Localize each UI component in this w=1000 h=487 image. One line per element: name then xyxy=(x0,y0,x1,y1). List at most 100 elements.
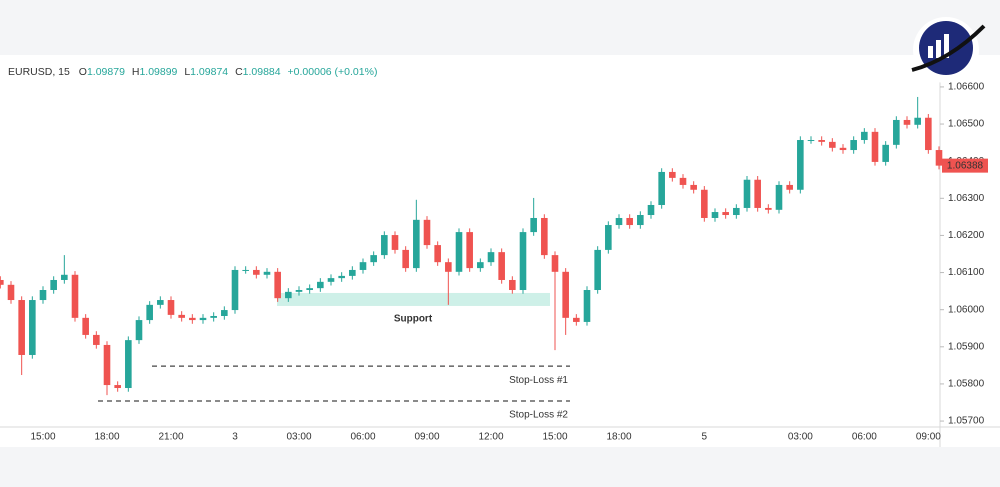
candle-body xyxy=(541,217,548,256)
candle-body xyxy=(466,232,473,269)
candle-body xyxy=(530,217,537,233)
candle-body xyxy=(733,207,740,216)
candle-body xyxy=(114,385,121,389)
y-tick-label: 1.05700 xyxy=(948,416,985,427)
x-tick-label: 3 xyxy=(232,432,238,443)
candle-body xyxy=(221,310,228,316)
legend-value: 1.09899 xyxy=(139,66,177,78)
y-tick-label: 1.06000 xyxy=(948,304,985,315)
candle-body xyxy=(359,262,367,270)
support-zone xyxy=(277,292,550,306)
candle-body xyxy=(178,314,185,318)
candle-body xyxy=(199,317,207,321)
candle-body xyxy=(455,232,463,272)
x-tick-label: 21:00 xyxy=(158,432,183,443)
last-price-label: 1.06388 xyxy=(947,160,984,171)
candle-body xyxy=(146,304,153,321)
candle-body xyxy=(39,290,47,301)
candle-body xyxy=(658,171,665,205)
x-tick-label: 03:00 xyxy=(286,432,311,443)
candle-body xyxy=(285,291,292,299)
logo-arrow xyxy=(911,24,986,72)
y-tick-label: 1.06300 xyxy=(948,193,985,204)
x-tick-label: 09:00 xyxy=(916,432,941,443)
candle-body xyxy=(861,131,868,141)
candle-body xyxy=(0,279,4,285)
candle-body xyxy=(690,184,697,190)
candle-body xyxy=(413,219,420,269)
candle-body xyxy=(231,269,239,311)
legend-label: H xyxy=(132,66,140,78)
last-price-tag xyxy=(942,158,988,173)
candle-body xyxy=(669,171,676,178)
candle-body xyxy=(573,317,580,322)
candle-body xyxy=(925,117,932,151)
candle-body xyxy=(637,215,644,226)
y-tick-label: 1.06200 xyxy=(948,230,985,241)
candle-body xyxy=(626,217,633,226)
candle-body xyxy=(583,290,591,322)
chart-panel xyxy=(0,55,1000,447)
candle-body xyxy=(157,300,164,305)
candle-body xyxy=(807,140,815,142)
candle-body xyxy=(743,179,751,208)
candle-body xyxy=(935,150,943,166)
change: +0.00006 (+0.01%) xyxy=(288,66,378,78)
candle-body xyxy=(253,269,260,275)
candle-body xyxy=(402,249,409,269)
candle-body xyxy=(871,131,879,162)
candle-body xyxy=(18,300,25,355)
x-tick-label: 18:00 xyxy=(94,432,119,443)
candle-body xyxy=(893,119,900,145)
legend-label: C xyxy=(235,66,243,78)
candle-body xyxy=(7,284,15,301)
candle-body xyxy=(594,249,601,291)
candle-body xyxy=(722,212,729,216)
y-tick-label: 1.05900 xyxy=(948,341,985,352)
y-tick-label: 1.06500 xyxy=(948,119,985,130)
stop-loss-label: Stop-Loss #2 xyxy=(509,410,568,421)
candle-body xyxy=(797,140,804,190)
candle-body xyxy=(647,204,655,216)
candle-body xyxy=(903,119,911,125)
x-tick-label: 09:00 xyxy=(414,432,439,443)
candle-body xyxy=(135,320,143,341)
candle-body xyxy=(295,290,303,292)
logo-bar xyxy=(944,34,949,58)
y-tick-label: 1.06100 xyxy=(948,267,985,278)
candle-body xyxy=(786,184,793,190)
candle-body xyxy=(338,275,345,279)
x-tick-label: 5 xyxy=(702,432,708,443)
candle-body xyxy=(477,262,484,269)
candle-body xyxy=(711,212,719,218)
candle-body xyxy=(93,334,100,345)
x-tick-label: 12:00 xyxy=(478,432,503,443)
candle-body xyxy=(61,274,68,280)
candle-body xyxy=(189,317,196,321)
x-tick-label: 18:00 xyxy=(606,432,631,443)
support-label: Support xyxy=(394,314,433,325)
candle-body xyxy=(317,281,324,289)
candle-body xyxy=(509,279,516,291)
candle-body xyxy=(82,317,89,335)
candle-body xyxy=(306,288,313,291)
candle-body xyxy=(167,300,175,315)
candle-body xyxy=(775,184,783,210)
candle-body xyxy=(754,179,761,208)
legend-value: 1.09884 xyxy=(243,66,281,78)
candle-body xyxy=(551,255,559,272)
logo-bar xyxy=(936,40,941,58)
candle-body xyxy=(914,117,921,125)
candle-body xyxy=(519,232,527,291)
x-tick-label: 15:00 xyxy=(30,432,55,443)
candle-body xyxy=(263,271,271,275)
y-tick-label: 1.06600 xyxy=(948,82,985,93)
candles xyxy=(0,96,943,396)
candle-body xyxy=(850,140,857,151)
candle-body xyxy=(423,219,431,246)
candle-body xyxy=(210,315,217,318)
logo xyxy=(911,17,986,83)
legend-value: 1.09879 xyxy=(87,66,125,78)
candle-body xyxy=(701,189,708,218)
candle-body xyxy=(125,340,132,389)
